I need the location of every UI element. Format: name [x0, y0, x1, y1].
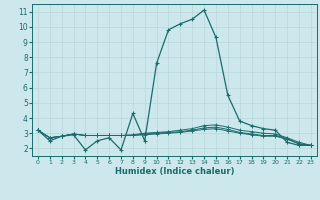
X-axis label: Humidex (Indice chaleur): Humidex (Indice chaleur) [115, 167, 234, 176]
